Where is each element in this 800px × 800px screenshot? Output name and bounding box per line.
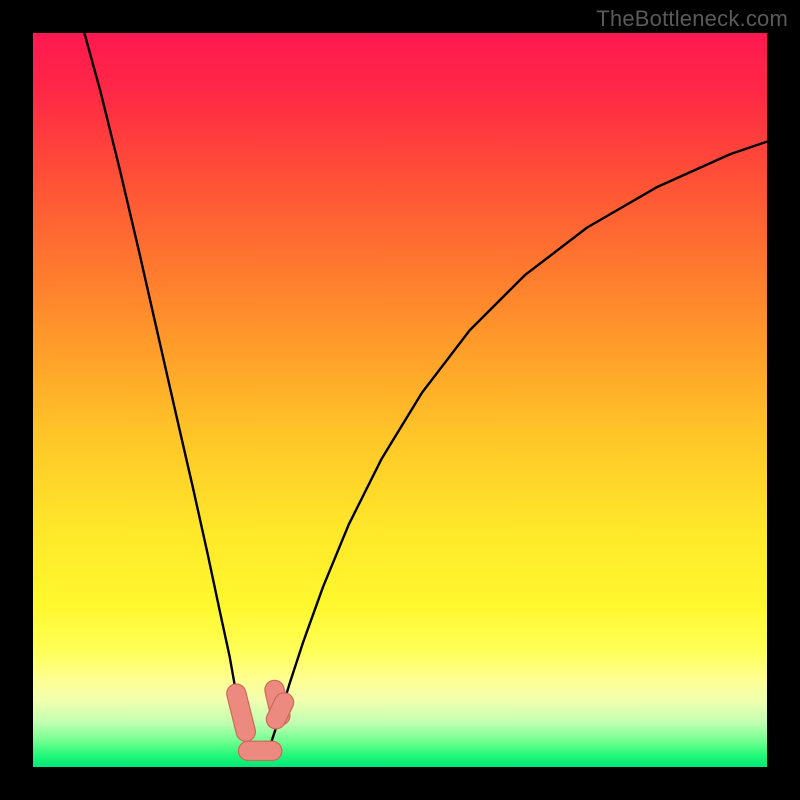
plot-svg xyxy=(33,33,767,767)
watermark-text: TheBottleneck.com xyxy=(596,6,788,32)
marker-capsule xyxy=(276,702,284,719)
plot-area xyxy=(33,33,767,767)
marker-capsule xyxy=(236,694,246,732)
gradient-background xyxy=(33,33,767,767)
